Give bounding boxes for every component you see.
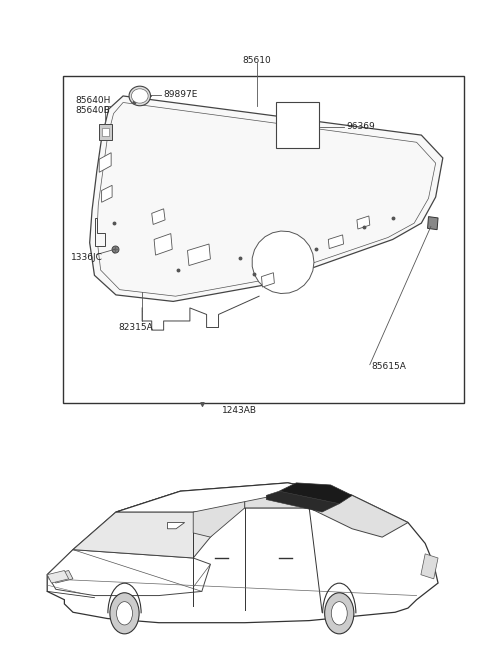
Polygon shape	[99, 153, 111, 172]
Polygon shape	[102, 185, 112, 202]
Polygon shape	[47, 571, 69, 583]
Text: 1336JC: 1336JC	[71, 253, 102, 261]
Polygon shape	[279, 483, 352, 504]
Polygon shape	[154, 234, 172, 255]
Polygon shape	[428, 217, 438, 230]
Ellipse shape	[129, 86, 151, 105]
Polygon shape	[95, 218, 106, 246]
Polygon shape	[262, 272, 275, 287]
Polygon shape	[168, 523, 185, 529]
Polygon shape	[90, 96, 443, 301]
Polygon shape	[47, 550, 210, 595]
Polygon shape	[309, 495, 408, 537]
Bar	[63, 77, 464, 403]
Polygon shape	[99, 124, 112, 140]
Polygon shape	[357, 216, 370, 229]
Text: 82315A: 82315A	[118, 323, 153, 332]
Text: 96369: 96369	[346, 122, 375, 131]
Ellipse shape	[110, 593, 139, 634]
Polygon shape	[193, 502, 245, 537]
Polygon shape	[47, 483, 438, 623]
Text: 85640H: 85640H	[75, 96, 111, 105]
Polygon shape	[245, 491, 309, 508]
Ellipse shape	[331, 602, 347, 625]
Polygon shape	[51, 571, 73, 583]
Text: 85640B: 85640B	[75, 107, 110, 115]
Polygon shape	[266, 491, 339, 512]
Polygon shape	[102, 128, 109, 136]
Ellipse shape	[324, 593, 354, 634]
Text: 1243AB: 1243AB	[222, 407, 257, 415]
Text: 85610: 85610	[242, 56, 271, 65]
Polygon shape	[328, 235, 344, 249]
Polygon shape	[73, 491, 245, 558]
Polygon shape	[116, 483, 352, 512]
Ellipse shape	[132, 89, 148, 103]
Polygon shape	[188, 244, 210, 265]
Text: 89897E: 89897E	[164, 90, 198, 98]
Polygon shape	[252, 231, 314, 293]
Polygon shape	[276, 102, 319, 148]
Polygon shape	[152, 209, 165, 225]
Ellipse shape	[117, 602, 132, 625]
Polygon shape	[421, 554, 438, 579]
Text: 85615A: 85615A	[371, 362, 406, 371]
